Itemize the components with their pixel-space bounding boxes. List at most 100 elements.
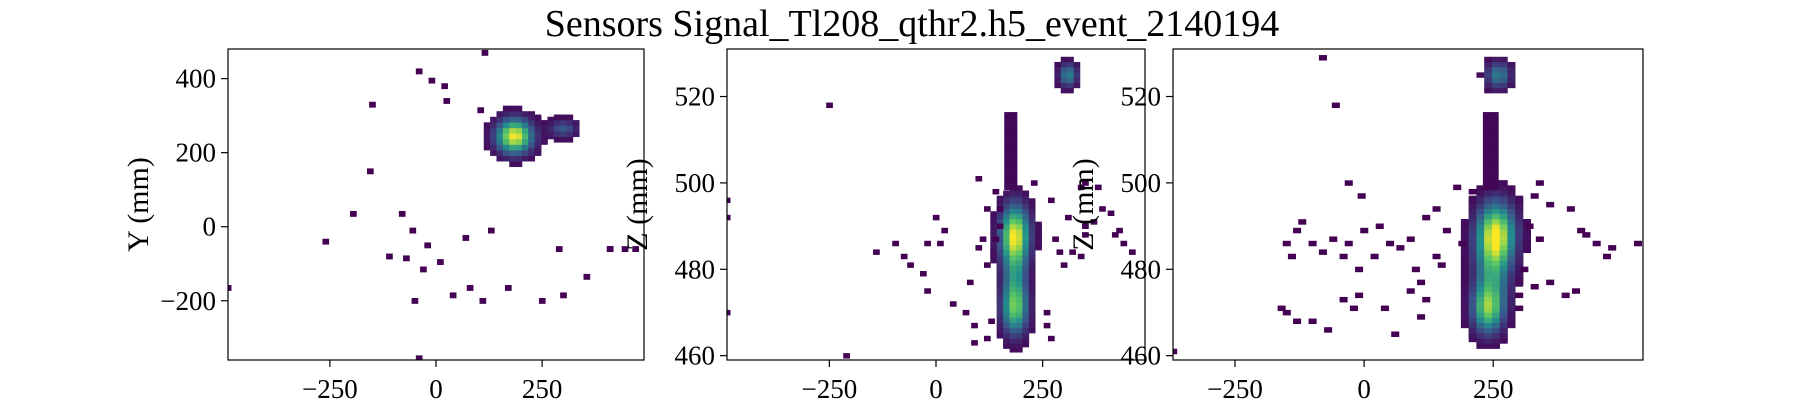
heatmap-cell <box>1460 307 1469 313</box>
heatmap-cell <box>1010 117 1018 123</box>
heatmap-cell <box>1060 87 1068 94</box>
heatmap-cell <box>1484 255 1493 261</box>
heatmap-cell <box>1067 77 1074 83</box>
heatmap-cell <box>1476 343 1485 349</box>
heatmap-cell <box>1028 291 1036 298</box>
heatmap-cell <box>1507 301 1516 308</box>
heatmap-cell <box>1522 229 1531 235</box>
heatmap-cell <box>553 114 561 121</box>
heatmap-cell <box>990 244 998 251</box>
heatmap-cell <box>1422 296 1431 303</box>
heatmap-cell <box>538 297 546 304</box>
heatmap-cell <box>1482 122 1491 128</box>
heatmap-cell <box>990 219 998 225</box>
heatmap-cell <box>1515 281 1524 287</box>
heatmap-cell <box>1484 265 1493 272</box>
heatmap-cell <box>1009 255 1017 261</box>
heatmap-cell <box>1003 307 1010 313</box>
heatmap-cell <box>1515 255 1524 261</box>
heatmap-cell <box>1490 148 1499 154</box>
heatmap-cell <box>1491 296 1500 303</box>
heatmap-cell <box>1028 296 1036 303</box>
heatmap-cell <box>1060 77 1068 83</box>
heatmap-cell <box>1437 262 1446 268</box>
heatmap-cell <box>1460 286 1469 292</box>
heatmap-cell <box>1468 219 1477 225</box>
heatmap-cell <box>521 144 529 151</box>
heatmap-cell <box>1482 143 1491 149</box>
heatmap-cell <box>1490 184 1499 191</box>
heatmap-cell <box>228 285 232 291</box>
heatmap-cell <box>1499 270 1508 277</box>
heatmap-cell <box>509 111 516 118</box>
heatmap-cell <box>996 276 1004 282</box>
heatmap-cell <box>1009 260 1017 266</box>
y-tick-label: 460 <box>675 341 716 371</box>
heatmap-cell <box>1490 179 1499 185</box>
heatmap-cell <box>534 136 542 143</box>
heatmap-cell <box>992 236 1000 242</box>
heatmap-cell <box>534 131 542 138</box>
y-tick-label: 200 <box>176 138 217 168</box>
heatmap-cell <box>1491 229 1500 235</box>
heatmap-cell <box>990 255 998 261</box>
heatmap-cell <box>479 297 487 304</box>
heatmap-cell <box>1546 279 1555 286</box>
heatmap-cell <box>1003 203 1010 209</box>
heatmap-cell <box>415 68 423 75</box>
heatmap-cell <box>1507 77 1516 83</box>
heatmap-cell <box>1022 224 1030 230</box>
heatmap-cell <box>1476 338 1485 344</box>
heatmap-cell <box>996 281 1004 287</box>
heatmap-cell <box>1490 174 1499 180</box>
heatmap-cell <box>1491 239 1500 246</box>
heatmap-cell <box>1571 288 1581 294</box>
heatmap-cell <box>1344 180 1353 186</box>
heatmap-cell <box>1009 213 1017 220</box>
heatmap-cell <box>534 114 542 121</box>
heatmap-cells <box>228 49 639 360</box>
heatmap-cell <box>1515 244 1524 251</box>
heatmap-cell <box>1482 132 1491 139</box>
heatmap-cell <box>1460 250 1469 256</box>
heatmap-cell <box>1482 148 1491 154</box>
heatmap-cell <box>509 133 516 140</box>
heatmap-cell <box>1482 117 1491 123</box>
heatmap-cell <box>1282 309 1291 316</box>
heatmap-cell <box>1530 193 1539 199</box>
heatmap-cell <box>1003 260 1010 266</box>
heatmap-cell <box>534 142 542 149</box>
heatmap-cell <box>1491 56 1500 63</box>
heatmap-cell <box>1507 61 1516 68</box>
heatmap-cell <box>1060 56 1068 63</box>
heatmap-cell <box>1476 322 1485 329</box>
heatmap-cell <box>553 125 561 132</box>
heatmap-cell <box>1022 291 1030 298</box>
heatmap-cell <box>1069 249 1076 255</box>
heatmap-cell <box>483 133 491 140</box>
heatmap-cell <box>1482 163 1491 170</box>
heatmap-cell <box>409 227 417 234</box>
heatmap-cell <box>1022 312 1030 318</box>
heatmap-cell <box>1009 190 1017 196</box>
heatmap-cell <box>521 127 529 134</box>
heatmap-cell <box>509 105 516 112</box>
heatmap-cell <box>502 111 510 118</box>
heatmap-cell <box>1030 180 1038 186</box>
heatmap-cell <box>437 259 444 265</box>
heatmap-cell <box>496 111 504 118</box>
heatmap-cell <box>1499 250 1508 256</box>
heatmap-cell <box>1499 317 1508 323</box>
heatmap-cell <box>996 223 1004 229</box>
heatmap-cell <box>1015 312 1023 318</box>
heatmap-cell <box>1003 190 1010 196</box>
heatmap-cell <box>1035 234 1042 241</box>
heatmap-cell <box>1052 236 1059 242</box>
heatmap-cell <box>1054 82 1062 89</box>
heatmap-cell <box>1507 276 1516 282</box>
heatmap-cell <box>1490 143 1499 149</box>
heatmap-cell <box>1004 153 1011 160</box>
heatmap-cell <box>502 150 510 156</box>
heatmap-cell <box>515 150 523 156</box>
heatmap-cell <box>1499 56 1508 63</box>
